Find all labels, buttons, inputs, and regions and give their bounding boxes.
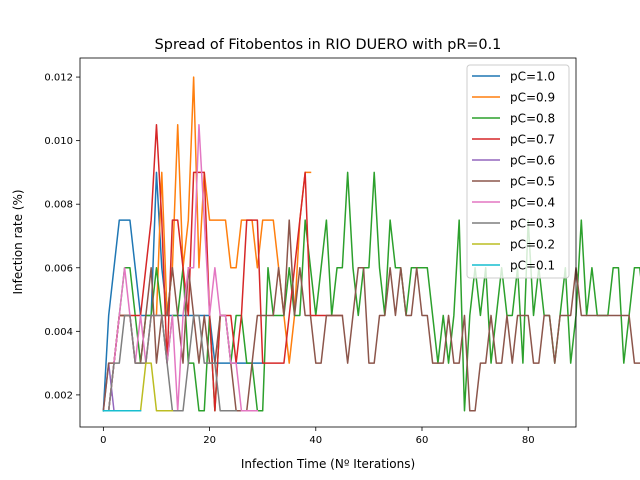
legend-entry-label: pC=0.3 — [510, 217, 555, 231]
y-axis-label: Infection rate (%) — [11, 189, 25, 294]
x-axis-label: Infection Time (Nº Iterations) — [241, 457, 415, 471]
legend-entry-label: pC=0.1 — [510, 259, 555, 273]
y-axis-ticks: 0.002 0.004 0.006 0.008 0.010 0.012 — [44, 73, 80, 401]
legend-entry-label: pC=0.9 — [510, 91, 555, 105]
legend-entry-label: pC=0.8 — [510, 112, 555, 126]
legend-entry-label: pC=0.2 — [510, 238, 555, 252]
series-line-pc-0-4 — [102, 123, 259, 412]
y-tick-label: 0.004 — [44, 327, 73, 338]
y-tick-label: 0.012 — [44, 73, 73, 84]
series-line-pc-0-3 — [102, 314, 237, 412]
y-tick-label: 0.008 — [44, 200, 73, 211]
legend-entry-label: pC=1.0 — [510, 70, 555, 84]
series-lines — [102, 76, 640, 412]
legend-entry-label: pC=0.4 — [510, 196, 555, 210]
y-tick-label: 0.006 — [44, 263, 73, 274]
x-axis-ticks: 0 20 40 60 80 — [100, 427, 535, 446]
x-tick-label: 40 — [309, 435, 322, 446]
x-tick-label: 60 — [416, 435, 429, 446]
legend-entry-label: pC=0.6 — [510, 154, 555, 168]
legend: pC=1.0 pC=0.9 pC=0.8 pC=0.7 pC=0.6 pC=0.5 pC=0… — [466, 64, 570, 279]
x-tick-label: 20 — [203, 435, 216, 446]
chart-title: Spread of Fitobentos in RIO DUERO with p… — [155, 37, 502, 53]
x-tick-label: 80 — [522, 435, 535, 446]
x-tick-label: 0 — [100, 435, 106, 446]
series-line-pc-0-8 — [102, 171, 640, 412]
y-tick-label: 0.010 — [44, 136, 73, 147]
y-tick-label: 0.002 — [44, 390, 73, 401]
legend-entry-label: pC=0.5 — [510, 175, 555, 189]
legend-entry-label: pC=0.7 — [510, 133, 555, 147]
axes-frame — [79, 57, 577, 428]
